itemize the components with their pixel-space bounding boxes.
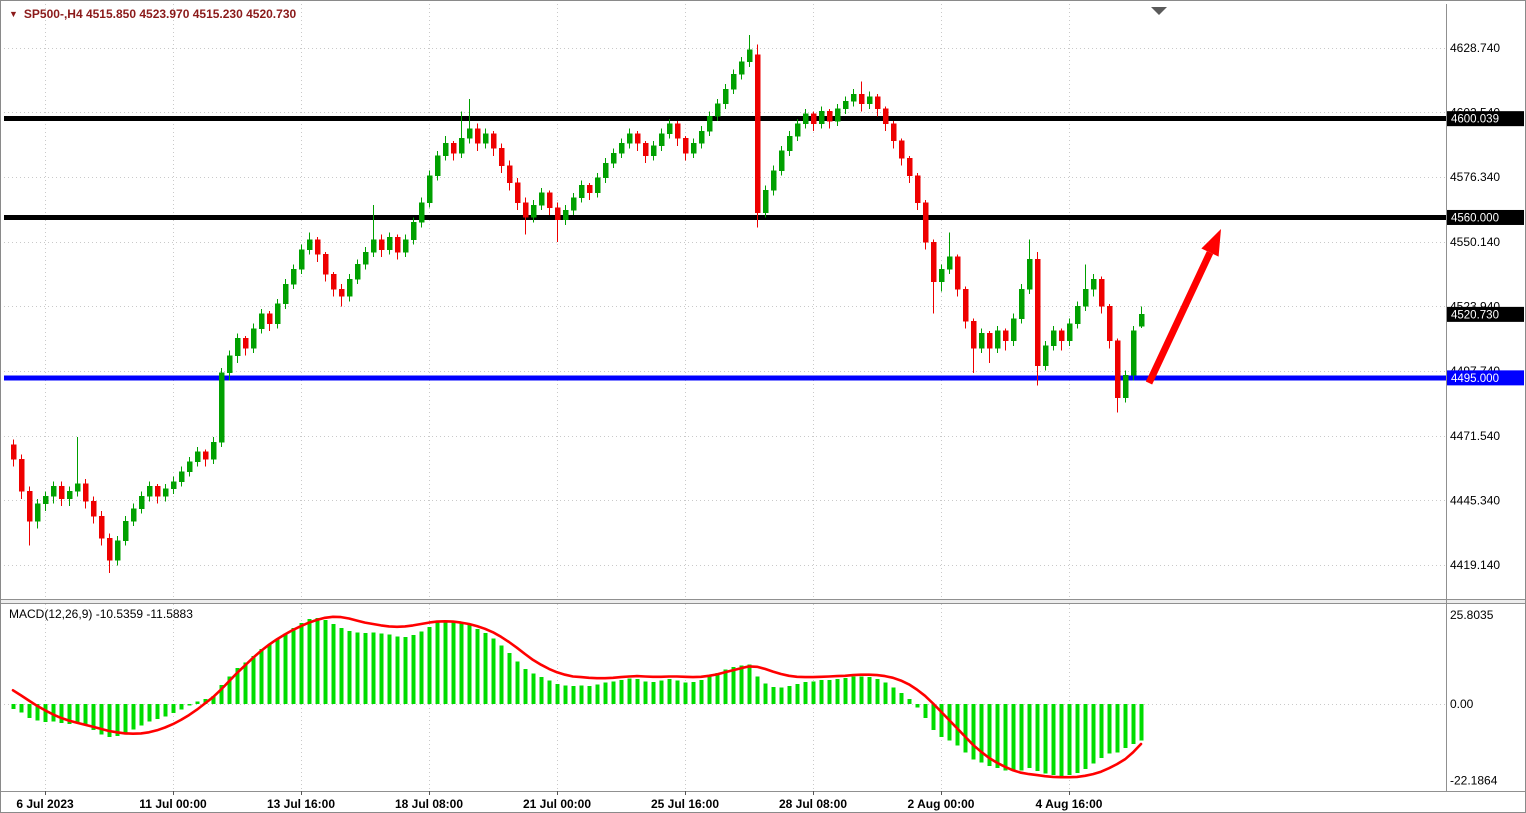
price-badges: 4600.039 4560.000 4495.000 4520.730 xyxy=(1447,111,1524,386)
candlesticks xyxy=(10,34,1145,573)
time-scale[interactable]: 6 Jul 2023 11 Jul 00:00 13 Jul 16:00 18 Jul… xyxy=(16,791,1103,811)
price-scale[interactable]: 4628.7404602.5404576.3404550.1404523.940… xyxy=(1450,41,1500,788)
price-axis-label: 4576.340 xyxy=(1450,170,1500,184)
time-axis-label: 2 Aug 00:00 xyxy=(908,797,975,811)
price-axis-label: 4550.140 xyxy=(1450,235,1500,249)
chart-grid xyxy=(4,4,1446,791)
window-chrome xyxy=(1,4,1526,792)
price-axis-label: 4445.340 xyxy=(1450,493,1500,507)
macd-signal-line xyxy=(11,615,1143,779)
time-axis-label: 11 Jul 00:00 xyxy=(139,797,207,811)
quote-line: SP500-,H4 4515.850 4523.970 4515.230 452… xyxy=(23,7,297,21)
level-badge-text: 4495.000 xyxy=(1451,373,1499,385)
time-axis-label: 18 Jul 08:00 xyxy=(395,797,463,811)
current-price-badge xyxy=(1447,306,1524,322)
macd-indicator xyxy=(11,615,1144,779)
symbol-marker-icon[interactable]: ▼ xyxy=(9,8,18,19)
time-axis-label: 13 Jul 16:00 xyxy=(267,797,335,811)
panel-splitter[interactable] xyxy=(1,599,1526,604)
level-badge-text: 4600.039 xyxy=(1451,114,1499,126)
time-axis-label: 4 Aug 16:00 xyxy=(1036,797,1103,811)
time-axis-label: 6 Jul 2023 xyxy=(16,797,74,811)
ohlc-header: ▼ SP500-,H4 4515.850 4523.970 4515.230 4… xyxy=(9,7,296,21)
level-badge-text: 4560.000 xyxy=(1451,212,1499,224)
trend-arrow-head xyxy=(1201,229,1221,257)
time-axis-label: 21 Jul 00:00 xyxy=(523,797,591,811)
time-axis-label: 25 Jul 16:00 xyxy=(651,797,719,811)
level-badge xyxy=(1447,111,1524,127)
price-axis-label: 4419.140 xyxy=(1450,558,1500,572)
time-axis-label: 28 Jul 08:00 xyxy=(779,797,847,811)
price-axis-label: 4628.740 xyxy=(1450,41,1500,55)
macd-axis-label: -22.1864 xyxy=(1450,774,1498,788)
macd-indicator-label: MACD(12,26,9) -10.5359 -11.5883 xyxy=(9,607,193,621)
chart-shift-marker[interactable] xyxy=(1151,7,1167,15)
trend-arrow[interactable] xyxy=(1145,229,1221,385)
current-price-badge-text: 4520.730 xyxy=(1451,309,1499,321)
level-badge xyxy=(1447,370,1524,386)
macd-axis-label: 25.8035 xyxy=(1450,608,1494,622)
price-axis-label: 4471.540 xyxy=(1450,429,1500,443)
price-level-lines[interactable] xyxy=(4,116,1446,381)
level-badge xyxy=(1447,209,1524,225)
macd-axis-label: 0.00 xyxy=(1450,697,1474,711)
